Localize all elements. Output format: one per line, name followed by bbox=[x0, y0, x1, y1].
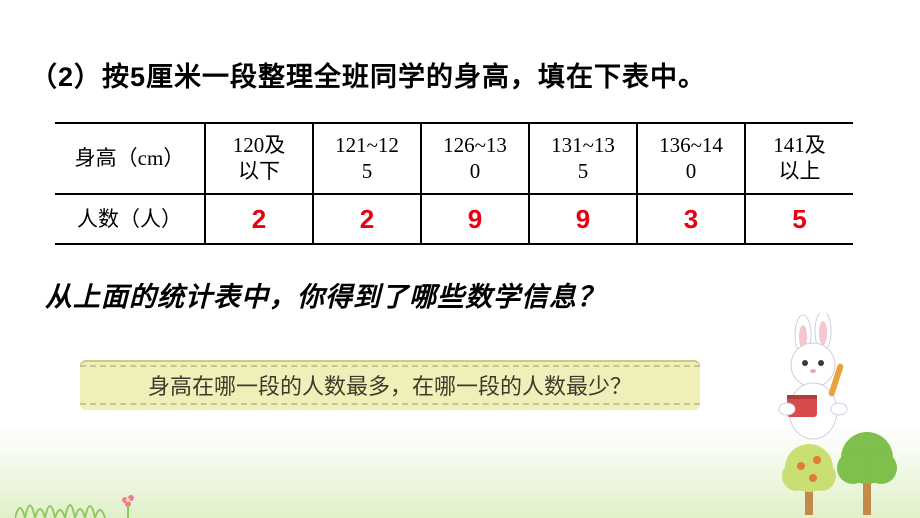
val-5: 5 bbox=[745, 194, 853, 245]
col-2: 126~130 bbox=[421, 123, 529, 194]
grass-icon bbox=[15, 488, 195, 518]
col-3: 131~135 bbox=[529, 123, 637, 194]
col-1: 121~125 bbox=[313, 123, 421, 194]
val-1: 2 bbox=[313, 194, 421, 245]
height-table: 身高（cm） 120及以下 121~125 126~130 131~135 13… bbox=[55, 122, 853, 245]
val-3: 9 bbox=[529, 194, 637, 245]
rabbit-icon bbox=[765, 313, 865, 443]
header-height-label: 身高（cm） bbox=[55, 123, 205, 194]
table-value-row: 人数（人） 2 2 9 9 3 5 bbox=[55, 194, 853, 245]
val-0: 2 bbox=[205, 194, 313, 245]
table-header-row: 身高（cm） 120及以下 121~125 126~130 131~135 13… bbox=[55, 123, 853, 194]
banner-text: 身高在哪一段的人数最多，在哪一段的人数最少？ bbox=[80, 360, 700, 410]
val-2: 9 bbox=[421, 194, 529, 245]
col-4: 136~140 bbox=[637, 123, 745, 194]
col-5: 141及以上 bbox=[745, 123, 853, 194]
instruction-text: （2）按5厘米一段整理全班同学的身高，填在下表中。 bbox=[30, 55, 890, 94]
header-count-label: 人数（人） bbox=[55, 194, 205, 245]
trees-icon bbox=[775, 428, 905, 518]
speech-banner: 身高在哪一段的人数最多，在哪一段的人数最少？ bbox=[80, 360, 700, 422]
question-text: 从上面的统计表中，你得到了哪些数学信息？ bbox=[45, 275, 890, 314]
col-0: 120及以下 bbox=[205, 123, 313, 194]
val-4: 3 bbox=[637, 194, 745, 245]
slide-content: （2）按5厘米一段整理全班同学的身高，填在下表中。 身高（cm） 120及以下 … bbox=[0, 0, 920, 518]
